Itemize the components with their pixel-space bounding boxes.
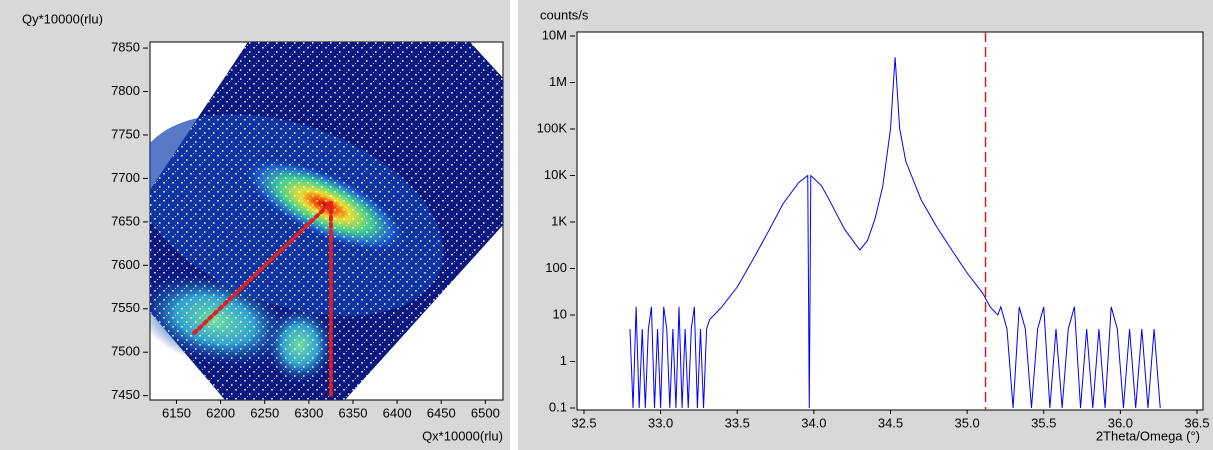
- y-tick-label: 10K: [544, 167, 567, 182]
- y-tick-label: 1M: [549, 74, 567, 89]
- x-tick-label: 6250: [250, 405, 279, 420]
- y-tick-label: 7800: [111, 83, 140, 98]
- y-axis-label: counts/s: [540, 7, 589, 22]
- x-tick-label: 6200: [206, 405, 235, 420]
- data-line: [629, 57, 1161, 409]
- y-tick-label: 10: [553, 306, 567, 321]
- x-tick-label: 34.0: [801, 415, 826, 430]
- y-tick-label: 0.1: [549, 399, 567, 414]
- x-tick-label: 6450: [427, 405, 456, 420]
- x-tick-label: 33.0: [648, 415, 673, 430]
- x-tick-label: 32.5: [571, 415, 596, 430]
- y-tick-label: 7850: [111, 40, 140, 55]
- x-tick-label: 35.5: [1031, 415, 1056, 430]
- y-tick-label: 7600: [111, 257, 140, 272]
- y-tick-label: 7700: [111, 170, 140, 185]
- y-axis-label: Qy*10000(rlu): [22, 11, 103, 26]
- x-axis-label: Qx*10000(rlu): [422, 428, 503, 443]
- x-tick-label: 6500: [471, 405, 500, 420]
- x-tick-label: 6150: [162, 405, 191, 420]
- x-tick-label: 6400: [383, 405, 412, 420]
- y-tick-label: 7550: [111, 300, 140, 315]
- y-tick-label: 7750: [111, 126, 140, 141]
- x-tick-label: 36.5: [1184, 415, 1209, 430]
- y-tick-label: 100: [545, 260, 567, 275]
- y-tick-label: 100K: [537, 120, 568, 135]
- y-tick-label: 10M: [542, 27, 567, 42]
- intensity-map: [150, 42, 503, 400]
- x-tick-label: 36.0: [1108, 415, 1133, 430]
- y-tick-label: 7650: [111, 213, 140, 228]
- right-plot-area: [576, 31, 1204, 411]
- y-tick-label: 7450: [111, 387, 140, 402]
- y-tick-label: 7500: [111, 344, 140, 359]
- x-tick-label: 6350: [339, 405, 368, 420]
- data-line: [192, 198, 333, 398]
- x-tick-label: 34.5: [878, 415, 903, 430]
- x-tick-label: 35.0: [954, 415, 979, 430]
- x-tick-label: 6300: [294, 405, 323, 420]
- x-tick-label: 33.5: [725, 415, 750, 430]
- y-tick-label: 1: [560, 353, 567, 368]
- x-axis-label: 2Theta/Omega (°): [1096, 428, 1200, 443]
- y-tick-label: 1K: [551, 213, 567, 228]
